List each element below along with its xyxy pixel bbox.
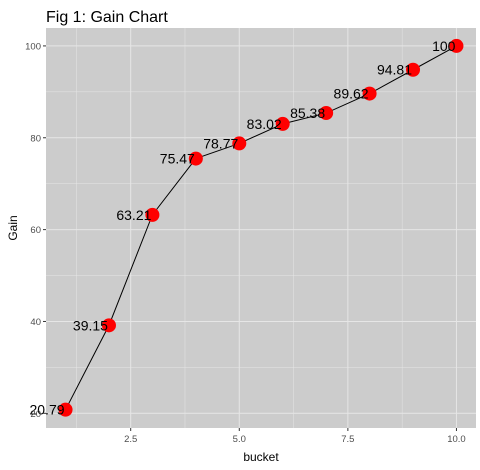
y-tick-label: 20 <box>30 409 41 420</box>
grid-major <box>46 28 476 428</box>
data-point <box>406 62 421 77</box>
x-tick-label: 5.0 <box>233 434 246 445</box>
data-point <box>319 106 334 121</box>
data-point <box>145 207 160 222</box>
data-labels: 20.79 39.15 63.21 75.47 78.77 83.02 85.38 89.62… <box>29 38 455 418</box>
data-label: 85.38 <box>290 105 325 121</box>
x-tick-label: 2.5 <box>124 434 137 445</box>
data-label: 39.15 <box>73 317 108 333</box>
y-tick-label: 40 <box>30 317 41 328</box>
y-tick-label: 60 <box>30 225 41 236</box>
data-point <box>58 402 73 417</box>
y-tick-label: 80 <box>30 133 41 144</box>
data-point <box>232 136 247 151</box>
chart-title: Fig 1: Gain Chart <box>46 9 168 26</box>
data-label: 78.77 <box>203 135 238 151</box>
data-label: 20.79 <box>29 402 64 418</box>
series-line <box>65 45 457 410</box>
data-label: 94.81 <box>377 62 412 78</box>
gain-line <box>65 45 457 410</box>
x-tick-label: 7.5 <box>341 434 354 445</box>
grid-minor <box>46 28 476 428</box>
y-tick-label: 100 <box>25 41 41 52</box>
data-point <box>275 116 290 131</box>
data-label: 100 <box>432 38 456 54</box>
data-label: 75.47 <box>160 151 195 167</box>
data-point <box>362 86 377 101</box>
data-point <box>188 151 203 166</box>
data-label: 89.62 <box>334 86 369 102</box>
y-axis: 20 40 60 80 100 <box>25 41 46 420</box>
data-label: 63.21 <box>116 207 151 223</box>
y-axis-title: Gain <box>6 215 20 240</box>
data-points <box>58 38 464 417</box>
data-label: 83.02 <box>247 116 282 132</box>
data-point <box>449 38 464 53</box>
data-point <box>101 318 116 333</box>
plot-panel <box>46 28 476 428</box>
x-tick-label: 10.0 <box>447 434 466 445</box>
x-axis: 2.5 5.0 7.5 10.0 <box>124 428 466 445</box>
x-axis-title: bucket <box>243 450 279 464</box>
